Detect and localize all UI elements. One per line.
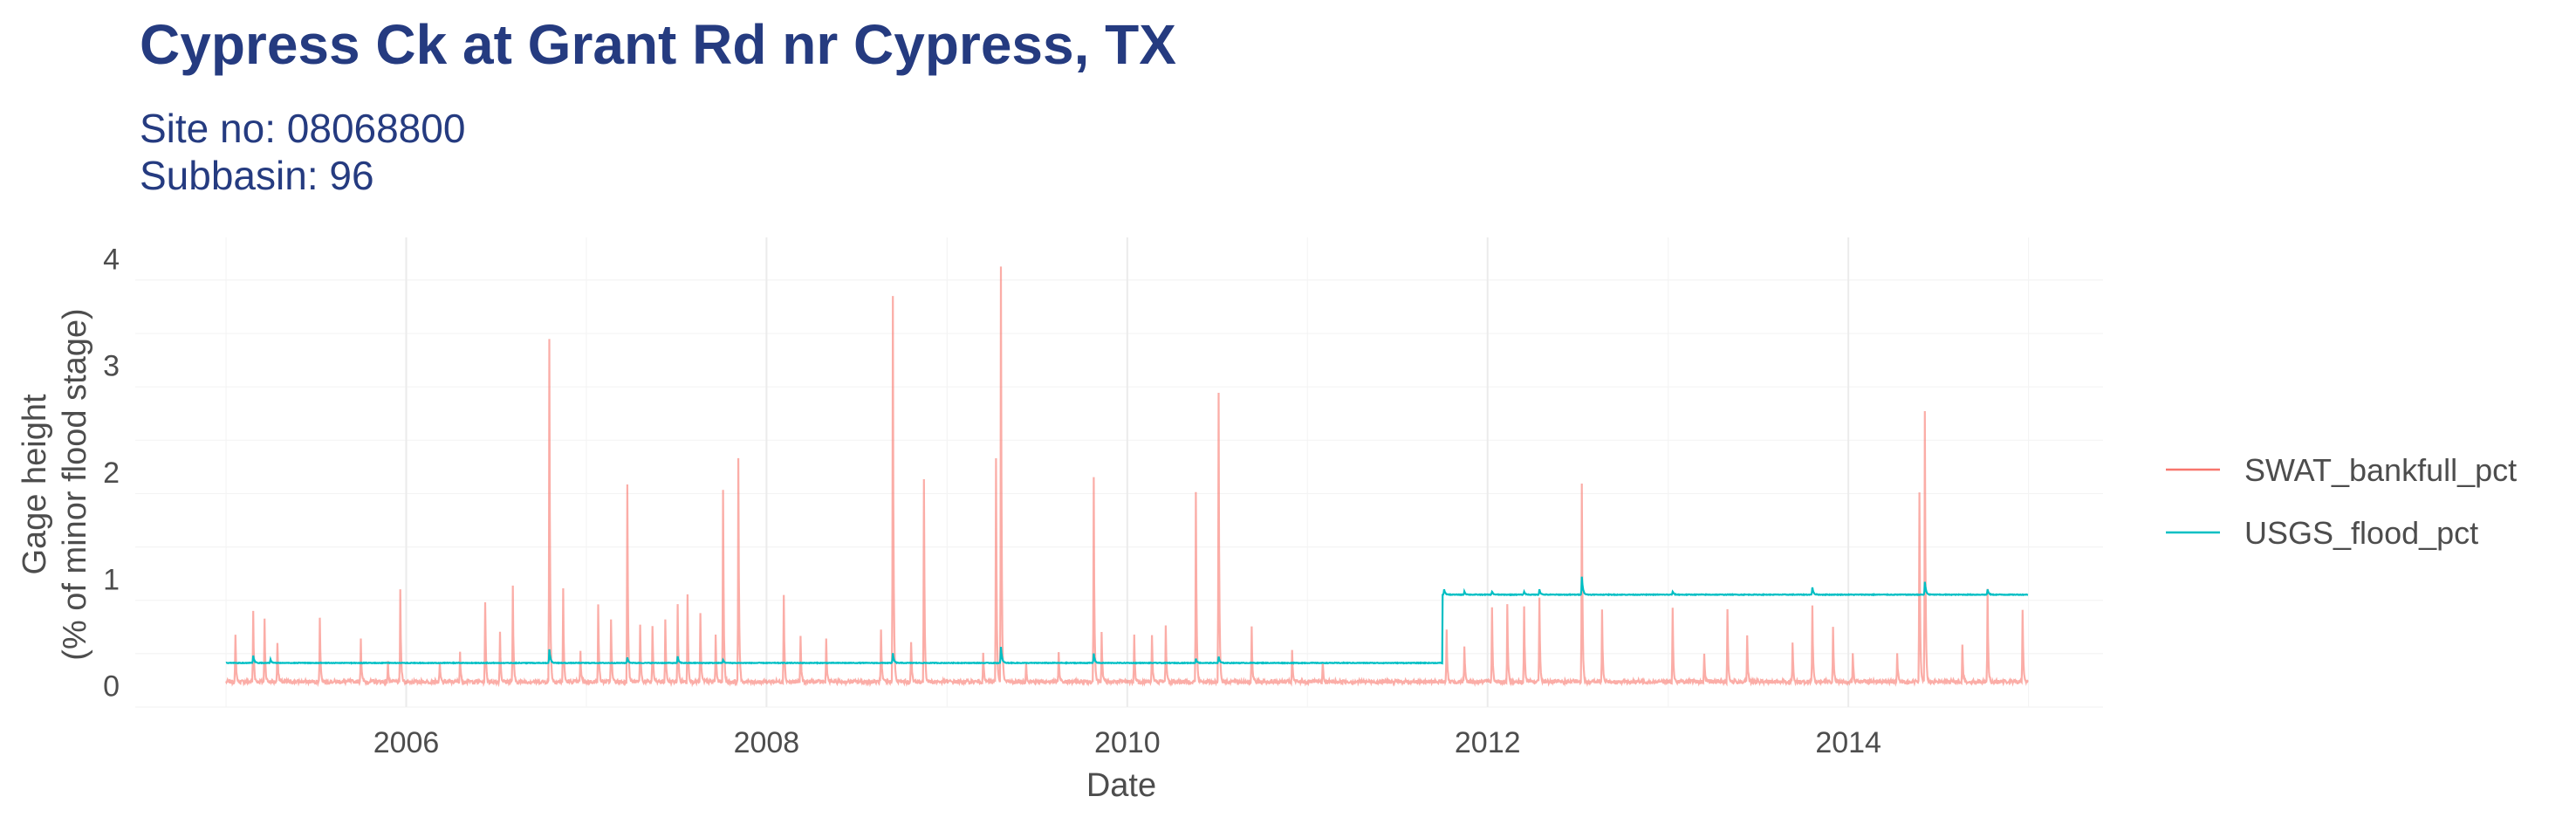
y-tick-label: 2: [103, 457, 120, 490]
y-tick-label: 1: [103, 563, 120, 596]
x-tick-label: 2008: [734, 726, 800, 759]
x-tick-label: 2010: [1094, 726, 1161, 759]
y-axis-title-line1: Gage height: [17, 394, 53, 574]
chart-subtitle-site: Site no: 08068800: [140, 106, 466, 151]
y-axis-ticks: 0 1 2 3 4: [103, 243, 120, 703]
x-tick-label: 2012: [1455, 726, 1521, 759]
y-tick-label: 4: [103, 243, 120, 276]
series-layer: [225, 266, 2029, 688]
legend-label: USGS_flood_pct: [2244, 515, 2478, 551]
grid-lines: [135, 237, 2103, 708]
y-axis-title-line2: (% of minor flood stage): [57, 308, 93, 660]
x-axis-ticks: 2006 2008 2010 2012 2014: [373, 726, 1881, 759]
legend-label: SWAT_bankfull_pct: [2244, 452, 2517, 488]
y-tick-label: 3: [103, 350, 120, 383]
y-tick-label: 0: [103, 670, 120, 704]
series-line-USGS_flood_pct: [225, 576, 2029, 665]
series-line-SWAT_bankfull_pct: [225, 266, 2029, 688]
x-axis-title: Date: [1086, 767, 1156, 804]
legend: SWAT_bankfull_pct USGS_flood_pct: [2166, 452, 2517, 551]
x-tick-label: 2006: [373, 726, 440, 759]
chart-title: Cypress Ck at Grant Rd nr Cypress, TX: [140, 13, 1176, 76]
chart-subtitle-subbasin: Subbasin: 96: [140, 153, 374, 198]
y-axis-title: Gage height (% of minor flood stage): [17, 308, 93, 660]
x-tick-label: 2014: [1815, 726, 1881, 759]
